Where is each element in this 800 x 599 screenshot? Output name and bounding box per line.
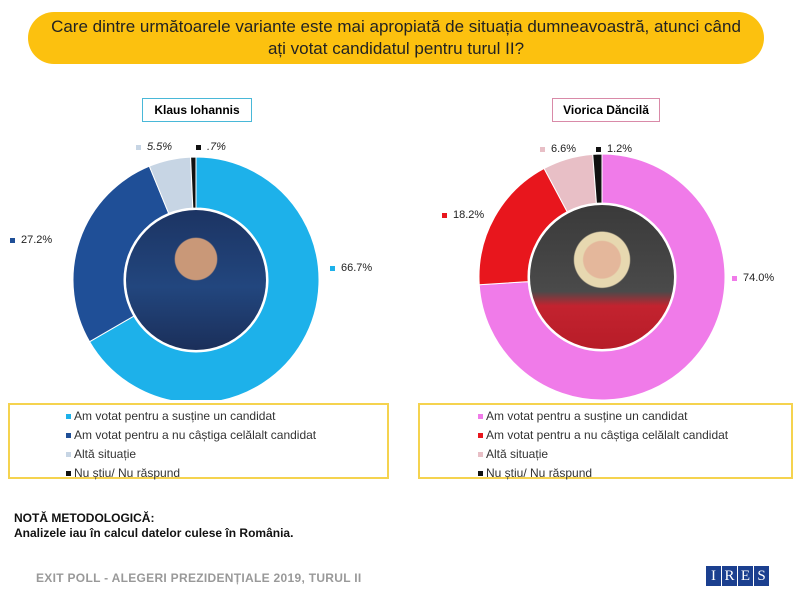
- data-label: 66.7%: [330, 262, 372, 274]
- data-label: .7%: [196, 141, 226, 153]
- legend-item: Nu știu/ Nu răspund: [478, 464, 791, 483]
- legend-item: Am votat pentru a susține un candidat: [478, 407, 791, 426]
- photo-iohannis: [126, 210, 266, 350]
- data-label: 1.2%: [596, 143, 632, 155]
- data-label: 18.2%: [442, 209, 484, 221]
- candidate-name-iohannis: Klaus Iohannis: [142, 98, 252, 122]
- legend-item: Altă situație: [478, 445, 791, 464]
- legend-item: Nu știu/ Nu răspund: [66, 464, 387, 483]
- legend-item: Altă situație: [66, 445, 387, 464]
- legend-iohannis: Am votat pentru a susține un candidat Am…: [8, 403, 389, 480]
- data-label: 74.0%: [732, 272, 774, 284]
- donut-slice: [592, 153, 603, 204]
- question-title: Care dintre următoarele variante este ma…: [28, 12, 764, 64]
- donut-slice: [190, 156, 197, 209]
- data-label: 6.6%: [540, 143, 576, 155]
- candidate-name-dancila: Viorica Dăncilă: [552, 98, 660, 122]
- donut-slice: [72, 165, 170, 343]
- data-label: 27.2%: [10, 234, 52, 246]
- photo-dancila: [530, 205, 674, 349]
- note-text: Analizele iau în calcul datelor culese î…: [14, 526, 294, 540]
- donut-slice: [88, 156, 320, 400]
- methodology-note: NOTĂ METODOLOGICĂ: Analizele iau în calc…: [14, 511, 293, 541]
- footer-text: EXIT POLL - ALEGERI PREZIDENȚIALE 2019, …: [36, 571, 362, 585]
- legend-dancila: Am votat pentru a susține un candidat Am…: [418, 403, 793, 480]
- legend-item: Am votat pentru a nu câștiga celălalt ca…: [478, 426, 791, 445]
- donut-charts: [72, 153, 726, 400]
- legend-item: Am votat pentru a susține un candidat: [66, 407, 387, 426]
- note-heading: NOTĂ METODOLOGICĂ:: [14, 511, 155, 525]
- legend-item: Am votat pentru a nu câștiga celălalt ca…: [66, 426, 387, 445]
- data-label: 5.5%: [136, 141, 172, 153]
- donut-slice: [478, 153, 726, 400]
